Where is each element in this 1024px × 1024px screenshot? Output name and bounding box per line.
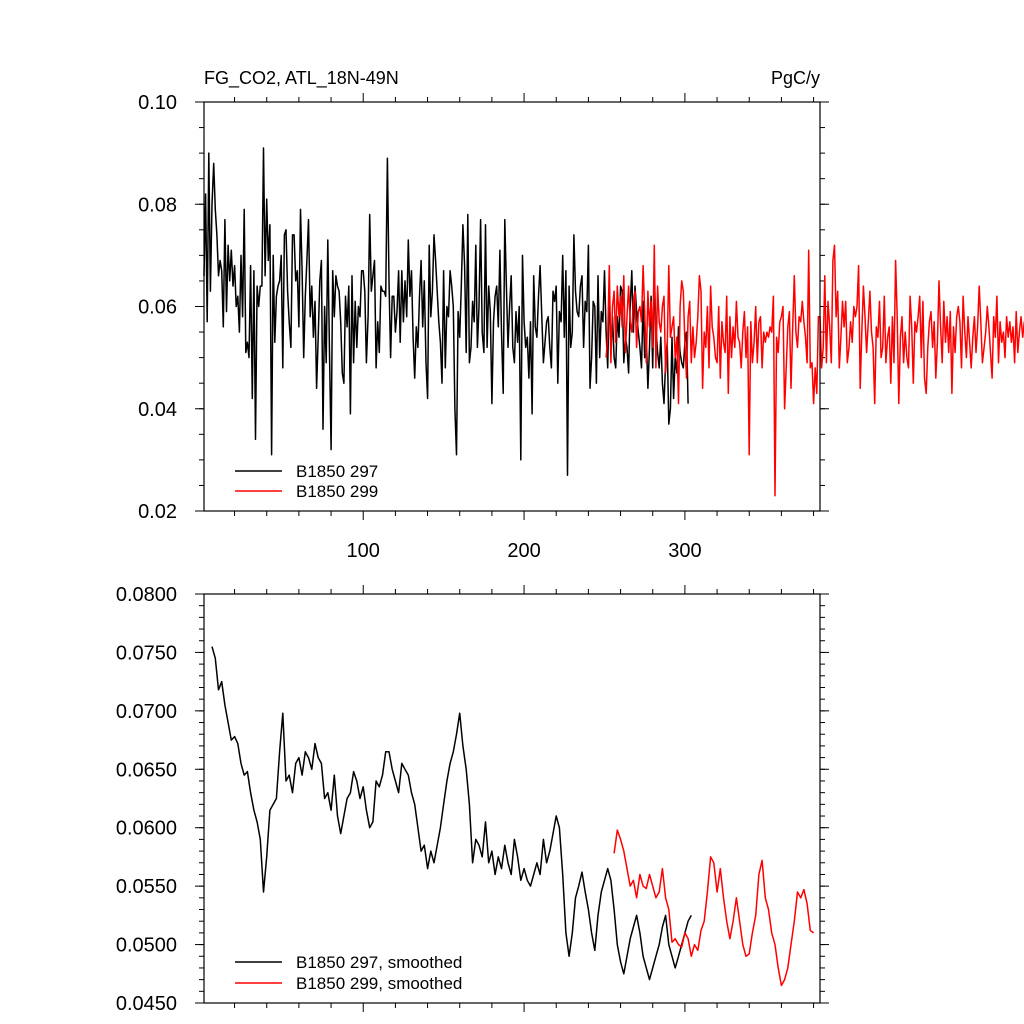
bottom-y-tick-labels: 0.0450 0.0500 0.0550 0.0600 0.0650 0.0700 0.07… <box>116 584 177 1015</box>
bottom-legend: B1850 297, smoothed B1850 299, smoothed <box>235 953 462 993</box>
y-tick-label: 0.0600 <box>116 818 177 840</box>
bottom-panel: 0.0450 0.0500 0.0550 0.0600 0.0650 0.0700 0.07… <box>116 584 829 1015</box>
y-tick-label: 0.06 <box>138 297 177 319</box>
y-tick-label: 0.0700 <box>116 701 177 723</box>
top-legend-label-297: B1850 297 <box>296 462 378 481</box>
top-title-left: FG_CO2, ATL_18N-49N <box>204 68 399 89</box>
top-plot-frame <box>203 101 821 512</box>
bottom-series-group <box>211 646 815 987</box>
top-legend: B1850 297 B1850 299 <box>235 462 378 501</box>
x-tick-label: 300 <box>668 540 701 562</box>
y-tick-label: 0.02 <box>138 501 177 523</box>
y-tick-label: 0.0500 <box>116 935 177 957</box>
y-tick-label: 0.0750 <box>116 642 177 664</box>
y-tick-label: 0.0650 <box>116 759 177 781</box>
y-tick-label: 0.0450 <box>116 993 177 1015</box>
top-legend-label-299: B1850 299 <box>296 482 378 501</box>
top-axis-ticks <box>195 93 829 520</box>
y-tick-label: 0.10 <box>138 92 177 114</box>
series-line-b1850-297-smoothed <box>211 646 692 981</box>
bottom-legend-label-297: B1850 297, smoothed <box>296 953 462 972</box>
x-tick-label: 200 <box>507 540 540 562</box>
bottom-legend-label-299: B1850 299, smoothed <box>296 974 462 993</box>
top-x-tick-labels: 100 200 300 <box>347 540 702 562</box>
top-title-right: PgC/y <box>771 68 820 88</box>
series-line-b1850-297 <box>203 147 689 476</box>
y-tick-label: 0.08 <box>138 194 177 216</box>
top-series-group <box>203 147 1024 497</box>
bottom-axis-ticks <box>195 585 829 1012</box>
series-line-b1850-299 <box>605 244 1024 497</box>
y-tick-label: 0.04 <box>138 399 177 421</box>
y-tick-label: 0.0800 <box>116 584 177 606</box>
x-tick-label: 100 <box>347 540 380 562</box>
top-y-tick-labels: 0.02 0.04 0.06 0.08 0.10 <box>138 92 177 523</box>
bottom-plot-frame <box>203 593 821 1004</box>
top-panel: FG_CO2, ATL_18N-49N PgC/y 0.020.040.060.… <box>138 68 1024 562</box>
y-tick-label: 0.0550 <box>116 876 177 898</box>
series-line-b1850-299-smoothed <box>613 829 815 987</box>
